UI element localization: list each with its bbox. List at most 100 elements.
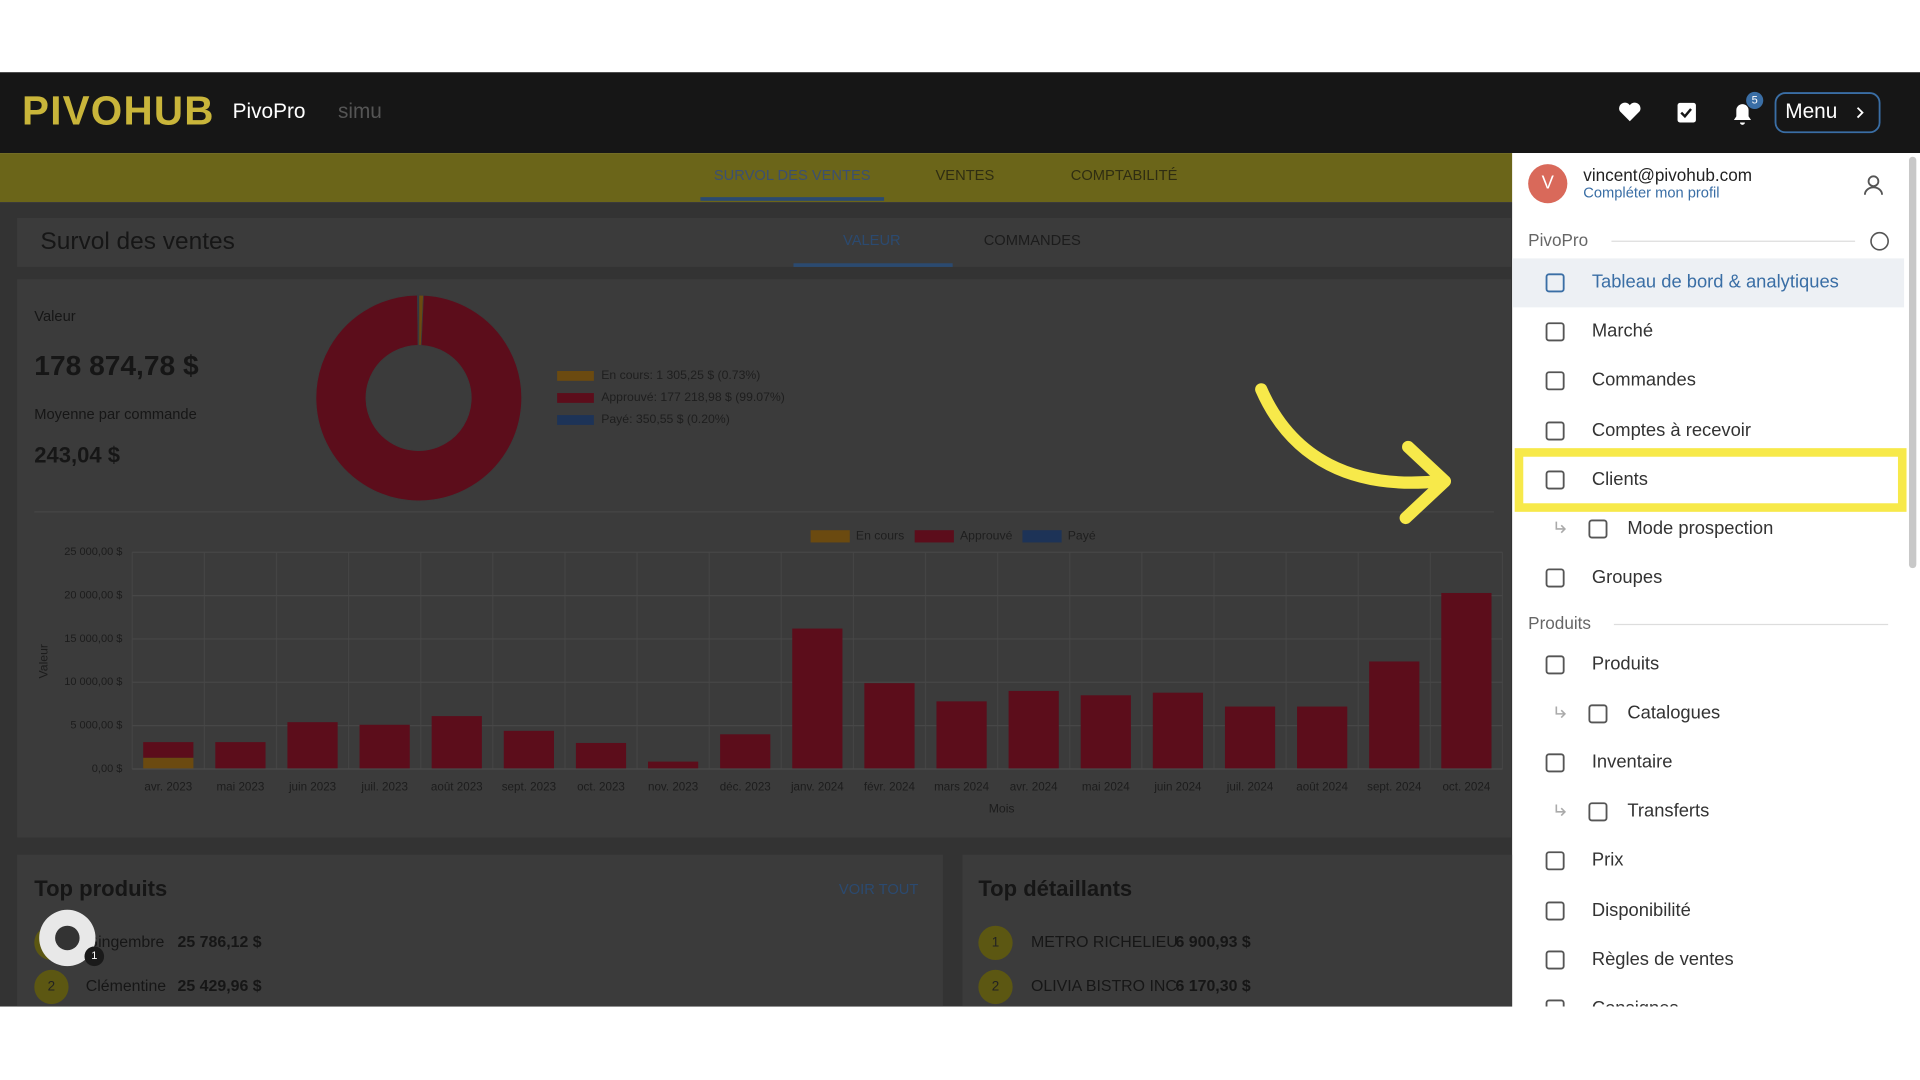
sub-tab[interactable]: VALEUR: [843, 233, 901, 249]
menu-item[interactable]: Groupes: [1592, 566, 1662, 587]
bar: [503, 730, 554, 769]
menu-item[interactable]: Transferts: [1627, 800, 1709, 821]
menu-icon: [1545, 901, 1565, 921]
avatar-letter: V: [1542, 172, 1555, 193]
x-tick-label: juin 2024: [1153, 780, 1202, 793]
favorites-icon[interactable]: [1619, 102, 1641, 122]
x-tick-label: déc. 2023: [720, 780, 771, 793]
menu-icon: [1545, 568, 1565, 588]
tab[interactable]: SURVOL DES VENTES: [714, 168, 871, 184]
bar: [792, 628, 843, 769]
donut-slice: [417, 294, 420, 346]
menu-item[interactable]: Tableau de bord & analytiques: [1592, 271, 1839, 292]
menu-icon: [1545, 851, 1565, 871]
header-bar: [0, 72, 1920, 154]
menu-item[interactable]: Mode prospection: [1627, 517, 1773, 538]
menu-icon: [1588, 519, 1608, 539]
x-tick-label: févr. 2024: [864, 780, 916, 793]
legend-label: Approuvé: 177 218,98 $ (99.07%): [601, 390, 785, 404]
menu-item[interactable]: Règles de ventes: [1592, 948, 1734, 969]
bar: [1441, 592, 1492, 769]
y-tick-label: 15 000,00 $: [64, 633, 122, 645]
legend-swatch: [557, 393, 594, 403]
menu-button-frame[interactable]: [1774, 92, 1881, 134]
rank: 2: [48, 979, 55, 994]
avg-label: Moyenne par commande: [34, 407, 196, 423]
x-tick-label: sept. 2024: [1367, 780, 1422, 793]
bar: [648, 761, 699, 769]
menu-item[interactable]: Comptes à recevoir: [1592, 419, 1751, 440]
profile-settings-icon[interactable]: [1867, 175, 1880, 188]
donut-slice: [315, 294, 522, 502]
menu-item[interactable]: Consignes: [1592, 997, 1679, 1018]
x-tick-label: oct. 2024: [1442, 780, 1490, 793]
products-card: [17, 854, 943, 1007]
menu-button[interactable]: Menu: [1785, 100, 1837, 123]
legend-swatch: [557, 371, 594, 381]
profile-link[interactable]: Compléter mon profil: [1583, 185, 1719, 201]
bar: [936, 701, 987, 769]
subtab-underline: [793, 263, 953, 267]
x-tick-label: mai 2023: [217, 780, 265, 793]
item-amount: 6 900,93 $: [1176, 934, 1251, 951]
title-card: [17, 217, 1512, 267]
menu-icon: [1545, 753, 1565, 773]
bell-icon[interactable]: [1733, 104, 1752, 125]
see-all-link[interactable]: VOIR TOUT: [839, 882, 918, 898]
item-name: Gingembre: [86, 934, 165, 951]
widget-badge-bg: [84, 946, 105, 967]
menu-item[interactable]: Inventaire: [1592, 751, 1673, 772]
notification-badge: 5: [1752, 94, 1758, 106]
menu-icon: [1545, 421, 1565, 441]
menu-item[interactable]: Commandes: [1592, 369, 1696, 390]
tab[interactable]: VENTES: [936, 168, 995, 184]
help-widget-icon: [55, 925, 80, 951]
legend-label: Payé: 350,55 $ (0.20%): [601, 412, 730, 426]
bar: [1224, 706, 1276, 769]
user-email: vincent@pivohub.com: [1583, 165, 1752, 185]
menu-item[interactable]: Catalogues: [1627, 702, 1720, 723]
x-tick-label: sept. 2023: [502, 780, 556, 793]
sub-arrow: [1555, 706, 1567, 719]
bar: [1080, 695, 1131, 769]
rank: 2: [992, 979, 999, 994]
scrollbar: [1908, 156, 1917, 569]
avg-value: 243,04 $: [34, 443, 120, 468]
item-name: Clémentine: [86, 978, 167, 995]
legend-swatch: [810, 530, 850, 543]
y-tick-label: 20 000,00 $: [64, 589, 122, 601]
card-title: Top produits: [34, 876, 167, 901]
menu-chevron: [1856, 107, 1864, 119]
y-tick-label: 0,00 $: [92, 763, 123, 775]
menu-item[interactable]: Disponibilité: [1592, 899, 1691, 920]
info-icon[interactable]: [1870, 231, 1889, 251]
x-tick-label: avr. 2024: [1010, 780, 1058, 793]
sub-tab[interactable]: COMMANDES: [984, 233, 1081, 249]
menu-item[interactable]: Prix: [1592, 849, 1624, 870]
tasks-check: [1680, 108, 1692, 119]
bar: [431, 716, 482, 769]
menu-icon: [1545, 999, 1565, 1007]
page-title: Survol des ventes: [40, 228, 235, 255]
y-axis-label: Valeur: [36, 644, 50, 678]
menu-icon: [1545, 273, 1565, 293]
menu-item[interactable]: Produits: [1592, 653, 1659, 674]
avatar[interactable]: [1528, 164, 1568, 204]
tab[interactable]: COMPTABILITÉ: [1071, 167, 1178, 184]
menu-item[interactable]: Marché: [1592, 320, 1653, 341]
value-label: Valeur: [34, 309, 75, 325]
bar: [1152, 692, 1204, 769]
profile-settings-icon-body: [1863, 186, 1883, 195]
legend-label: En cours: [856, 529, 904, 543]
rank: 1: [992, 934, 999, 949]
tab-underline: [700, 197, 885, 201]
env-name: simu: [338, 100, 382, 123]
x-tick-label: nov. 2023: [648, 780, 698, 793]
app-name: PivoPro: [233, 100, 306, 123]
logo: PIVOHUB: [22, 88, 215, 134]
menu-item[interactable]: Clients: [1592, 468, 1648, 489]
legend-swatch: [557, 415, 594, 425]
menu-icon: [1545, 322, 1565, 342]
rank-badge: [978, 969, 1013, 1005]
